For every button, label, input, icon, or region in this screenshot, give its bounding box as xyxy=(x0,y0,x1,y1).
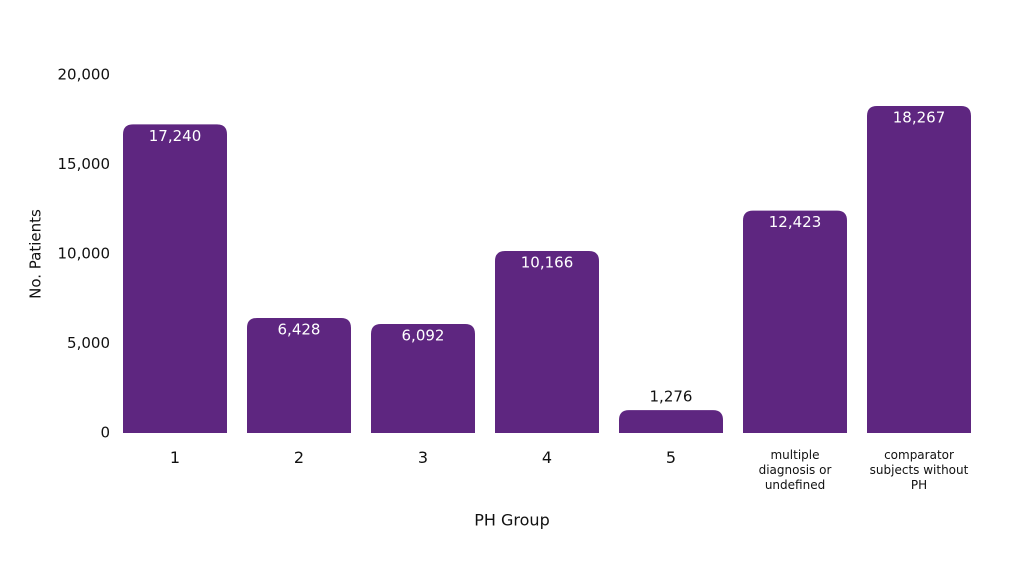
x-tick-label: 4 xyxy=(541,448,553,467)
bar xyxy=(371,323,475,433)
y-tick-label: 0 xyxy=(100,424,110,442)
x-tick-label: 2 xyxy=(293,448,305,467)
bar xyxy=(743,210,847,433)
x-tick-label: 5 xyxy=(665,448,677,467)
x-tick-label: 1 xyxy=(169,448,181,467)
y-tick-label: 10,000 xyxy=(58,245,111,263)
y-axis-title: No. Patients xyxy=(27,209,45,299)
y-tick-label: 5,000 xyxy=(67,334,110,352)
value-label: 17,240 xyxy=(149,127,202,145)
value-label: 18,267 xyxy=(893,109,946,127)
bar xyxy=(247,317,351,433)
value-label: 6,092 xyxy=(402,326,445,344)
bar xyxy=(867,106,971,434)
y-tick-label: 20,000 xyxy=(58,66,111,84)
x-tick-label: comparator subjects without PH xyxy=(869,448,969,492)
bar xyxy=(123,124,227,434)
value-label: 1,276 xyxy=(650,388,693,406)
value-label: 6,428 xyxy=(278,320,321,338)
x-tick-label: 3 xyxy=(417,448,429,467)
x-tick-label: multiple diagnosis or undefined xyxy=(758,448,832,492)
bar xyxy=(495,251,599,433)
value-label: 10,166 xyxy=(521,254,574,272)
y-tick-label: 15,000 xyxy=(58,155,111,173)
bar xyxy=(619,410,723,433)
x-axis-title: PH Group xyxy=(474,511,549,530)
value-label: 12,423 xyxy=(769,213,822,231)
